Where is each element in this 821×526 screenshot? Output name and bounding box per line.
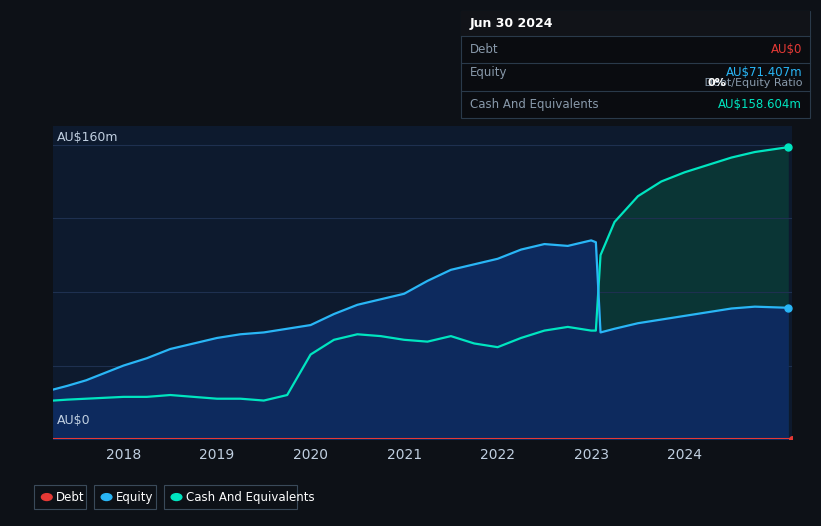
Text: Debt/Equity Ratio: Debt/Equity Ratio xyxy=(700,78,802,88)
Text: Debt: Debt xyxy=(56,491,85,503)
Text: Debt: Debt xyxy=(470,43,498,56)
Text: Cash And Equivalents: Cash And Equivalents xyxy=(470,98,599,111)
Text: Jun 30 2024: Jun 30 2024 xyxy=(470,17,553,29)
Text: 0%: 0% xyxy=(708,78,727,88)
Text: Equity: Equity xyxy=(116,491,153,503)
Text: Cash And Equivalents: Cash And Equivalents xyxy=(186,491,314,503)
Text: AU$160m: AU$160m xyxy=(57,131,118,144)
Text: Equity: Equity xyxy=(470,66,507,79)
Text: AU$0: AU$0 xyxy=(771,43,802,56)
Text: AU$71.407m: AU$71.407m xyxy=(726,66,802,79)
Text: AU$158.604m: AU$158.604m xyxy=(718,98,802,111)
Text: AU$0: AU$0 xyxy=(57,413,90,427)
